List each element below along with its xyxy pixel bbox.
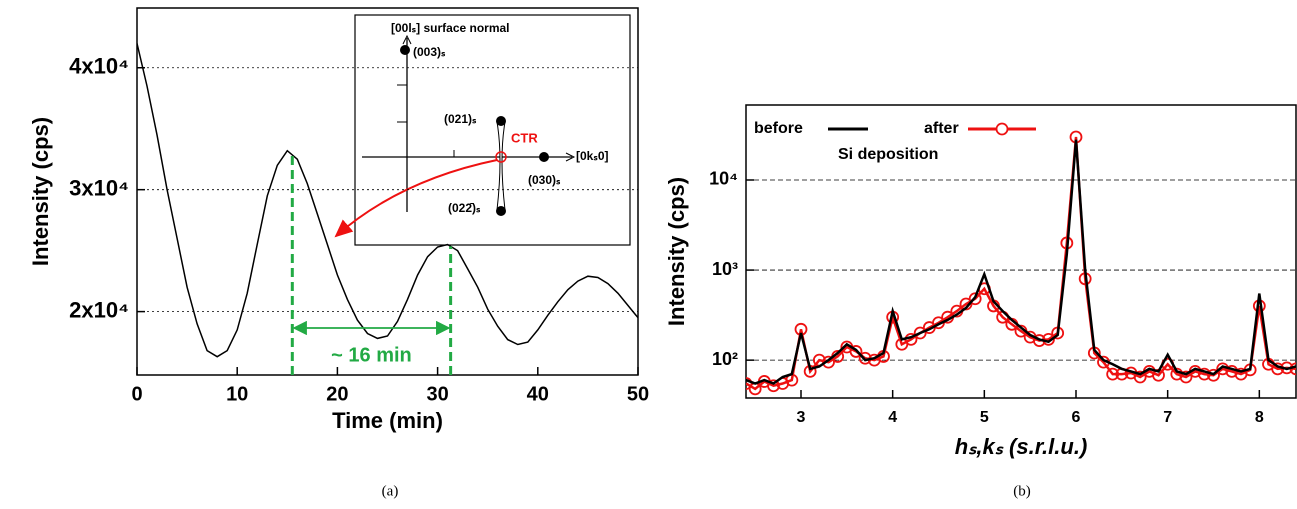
x-tick-label: 10	[226, 383, 248, 405]
x-tick-label: 4	[888, 409, 897, 426]
y-axis-label: Intensity (cps)	[664, 177, 689, 326]
legend-note: Si deposition	[838, 146, 938, 163]
x-tick-label: 5	[980, 409, 989, 426]
x-axis-label: hₛ,kₛ (s.r.l.u.)	[955, 434, 1088, 459]
span-label: ~ 16 min	[331, 344, 412, 366]
caption: (b)	[1013, 483, 1031, 499]
series-line	[746, 140, 1296, 384]
inset-label: CTR	[511, 130, 538, 145]
caption: (a)	[382, 483, 399, 499]
y-tick-label: 2x10⁴	[69, 297, 129, 322]
x-tick-label: 6	[1072, 409, 1081, 426]
x-tick-label: 8	[1255, 409, 1264, 426]
x-tick-label: 7	[1163, 409, 1172, 426]
plot-area	[741, 132, 1297, 395]
inset-label: (021)ₛ	[444, 112, 477, 126]
inset-label: (022̄)ₛ	[448, 201, 481, 215]
y-tick-label: 10⁴	[709, 169, 738, 189]
inset-label: [00lₛ] surface normal	[391, 21, 510, 35]
x-tick-label: 0	[131, 383, 142, 405]
x-tick-label: 20	[326, 383, 348, 405]
inset: [00lₛ] surface normal (003)ₛ (021)ₛ CTR …	[336, 15, 630, 245]
series-line	[746, 137, 1296, 389]
x-tick-label: 50	[627, 383, 649, 405]
inset-label: (030)ₛ	[528, 173, 561, 187]
inset-label: (003)ₛ	[413, 45, 446, 59]
y-tick-label: 10³	[712, 259, 738, 279]
x-tick-label: 30	[426, 383, 448, 405]
legend-label: before	[754, 120, 803, 137]
x-axis-label: Time (min)	[332, 408, 443, 433]
x-tick-label: 3	[797, 409, 806, 426]
y-tick-label: 10²	[712, 349, 738, 369]
plot-frame	[746, 105, 1296, 398]
legend-swatch	[997, 124, 1008, 135]
y-tick-label: 3x10⁴	[69, 175, 129, 200]
y-axis-label: Intensity (cps)	[28, 117, 53, 266]
legend-label: after	[924, 120, 959, 137]
y-tick-label: 4x10⁴	[69, 54, 129, 79]
inset-label: [0kₛ0]	[576, 149, 609, 163]
x-tick-label: 40	[527, 383, 549, 405]
